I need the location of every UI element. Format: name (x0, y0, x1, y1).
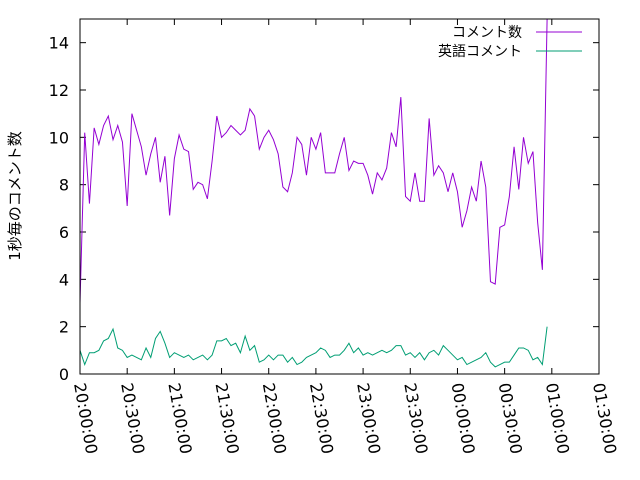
y-tick-label: 4 (59, 270, 69, 289)
y-axis: 0 2 4 6 8 10 12 14 (49, 34, 599, 384)
legend-label: コメント数 (452, 25, 522, 41)
legend-label: 英語コメント (438, 43, 522, 60)
y-tick-label: 0 (59, 365, 69, 384)
x-tick-label: 01:00:00 (542, 381, 573, 455)
y-axis-title: 1秒毎のコメント数 (6, 131, 24, 261)
y-tick-label: 10 (49, 128, 69, 147)
x-tick-label: 00:30:00 (495, 381, 526, 455)
x-tick-label: 00:00:00 (448, 381, 479, 455)
x-tick-label: 21:00:00 (164, 381, 195, 455)
x-tick-label: 22:00:00 (259, 381, 290, 455)
series-line-1 (79, 18, 548, 304)
series-layer (79, 18, 548, 368)
y-tick-label: 6 (59, 223, 69, 242)
x-axis: 20:00:00 20:30:00 21:00:00 21:30:00 22:00:00… (70, 19, 620, 455)
y-tick-label: 14 (49, 34, 69, 53)
y-tick-label: 12 (49, 81, 69, 100)
plot-area-border (79, 18, 600, 375)
x-tick-label: 21:30:00 (212, 381, 243, 455)
x-tick-label: 23:00:00 (353, 381, 384, 455)
x-tick-label: 20:30:00 (117, 381, 148, 455)
x-tick-label: 22:30:00 (306, 381, 337, 455)
series-line-2 (79, 326, 548, 368)
x-tick-label: 20:00:00 (70, 381, 101, 455)
y-tick-label: 2 (59, 318, 69, 337)
x-tick-label: 23:30:00 (400, 381, 431, 455)
x-tick-label: 01:30:00 (589, 381, 620, 455)
y-tick-label: 8 (59, 176, 69, 195)
